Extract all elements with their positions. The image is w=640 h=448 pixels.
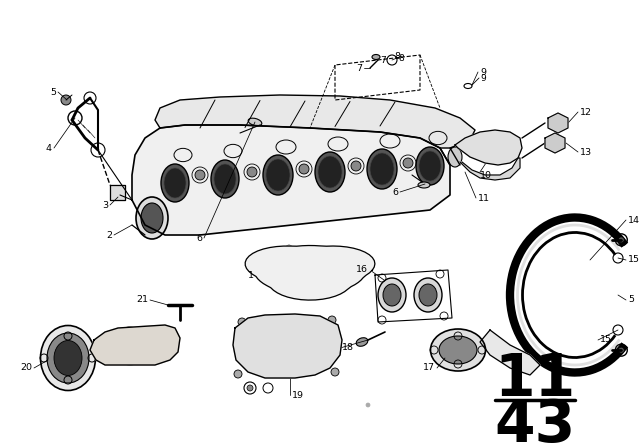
Polygon shape — [545, 133, 565, 153]
Ellipse shape — [418, 182, 430, 188]
Ellipse shape — [315, 152, 345, 192]
Polygon shape — [90, 325, 180, 365]
Ellipse shape — [479, 139, 501, 157]
Text: 7: 7 — [356, 64, 362, 73]
Circle shape — [234, 370, 242, 378]
Text: 16: 16 — [356, 266, 368, 275]
Polygon shape — [110, 185, 125, 200]
Polygon shape — [460, 158, 520, 180]
Ellipse shape — [416, 147, 444, 185]
Ellipse shape — [356, 338, 368, 346]
Text: 13: 13 — [580, 147, 592, 156]
Text: 6: 6 — [392, 188, 398, 197]
Text: 11: 11 — [494, 352, 575, 409]
Circle shape — [238, 318, 246, 326]
Text: 21: 21 — [136, 296, 148, 305]
Text: 8: 8 — [394, 52, 400, 60]
Ellipse shape — [248, 118, 262, 126]
Text: 20: 20 — [20, 363, 32, 372]
Circle shape — [247, 167, 257, 177]
Circle shape — [618, 237, 624, 243]
Circle shape — [61, 95, 71, 105]
Ellipse shape — [54, 340, 82, 375]
Circle shape — [550, 138, 560, 148]
Ellipse shape — [40, 326, 95, 391]
Text: 9: 9 — [480, 68, 486, 77]
Ellipse shape — [378, 278, 406, 312]
Ellipse shape — [115, 327, 145, 365]
Ellipse shape — [383, 284, 401, 306]
Text: 15: 15 — [600, 336, 612, 345]
Text: 8: 8 — [398, 53, 404, 63]
Text: 2: 2 — [106, 231, 112, 240]
Ellipse shape — [120, 333, 140, 359]
Ellipse shape — [303, 281, 317, 291]
Ellipse shape — [47, 333, 89, 383]
Text: 17: 17 — [423, 363, 435, 372]
Ellipse shape — [161, 164, 189, 202]
Text: 3: 3 — [102, 201, 108, 210]
Text: 5: 5 — [628, 296, 634, 305]
Polygon shape — [233, 314, 342, 378]
Text: 11: 11 — [478, 194, 490, 202]
Ellipse shape — [318, 156, 342, 188]
Text: 15: 15 — [628, 255, 640, 264]
Text: 10: 10 — [480, 171, 492, 180]
Polygon shape — [132, 125, 450, 235]
Text: 4: 4 — [46, 143, 52, 152]
Ellipse shape — [370, 153, 394, 185]
Circle shape — [553, 118, 563, 128]
Ellipse shape — [266, 159, 290, 191]
Ellipse shape — [214, 164, 236, 194]
Ellipse shape — [164, 168, 186, 198]
Ellipse shape — [141, 203, 163, 233]
Text: 7: 7 — [380, 56, 386, 65]
Ellipse shape — [248, 328, 282, 372]
Text: 6: 6 — [196, 233, 202, 242]
Circle shape — [299, 164, 309, 174]
Ellipse shape — [323, 254, 345, 270]
Circle shape — [247, 385, 253, 391]
Ellipse shape — [253, 335, 278, 365]
Ellipse shape — [275, 254, 297, 270]
Ellipse shape — [448, 147, 462, 167]
Ellipse shape — [292, 323, 328, 367]
Polygon shape — [455, 130, 522, 165]
Ellipse shape — [419, 151, 441, 181]
Ellipse shape — [299, 278, 321, 294]
Circle shape — [351, 161, 361, 171]
Circle shape — [403, 158, 413, 168]
Ellipse shape — [298, 330, 323, 360]
Text: 1: 1 — [248, 271, 254, 280]
Ellipse shape — [439, 336, 477, 364]
Polygon shape — [480, 330, 540, 375]
Ellipse shape — [414, 278, 442, 312]
Ellipse shape — [263, 155, 293, 195]
Ellipse shape — [431, 329, 486, 371]
Ellipse shape — [136, 197, 168, 239]
Text: 18: 18 — [342, 344, 354, 353]
Polygon shape — [548, 113, 568, 133]
Polygon shape — [245, 246, 375, 300]
Circle shape — [328, 316, 336, 324]
Text: 12: 12 — [580, 108, 592, 116]
Text: 14: 14 — [628, 215, 640, 224]
Ellipse shape — [211, 160, 239, 198]
Circle shape — [331, 368, 339, 376]
Circle shape — [618, 347, 624, 353]
Circle shape — [195, 170, 205, 180]
Text: 19: 19 — [292, 391, 304, 400]
Ellipse shape — [372, 55, 380, 60]
Text: 9: 9 — [480, 73, 486, 82]
Ellipse shape — [327, 257, 341, 267]
Ellipse shape — [279, 257, 292, 267]
Polygon shape — [155, 95, 475, 148]
Ellipse shape — [419, 284, 437, 306]
Circle shape — [366, 403, 370, 407]
Text: 5: 5 — [50, 87, 56, 96]
Text: 43: 43 — [494, 396, 575, 448]
Ellipse shape — [367, 149, 397, 189]
